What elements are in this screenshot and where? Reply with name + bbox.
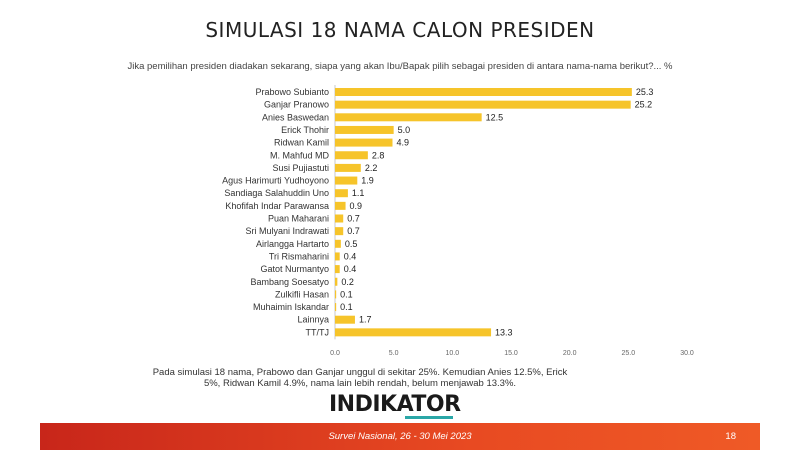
indikator-logo: INDIKATOR bbox=[329, 392, 469, 420]
category-label: Puan Maharani bbox=[268, 214, 329, 224]
data-label: 0.9 bbox=[350, 201, 363, 211]
data-label: 0.1 bbox=[340, 302, 353, 312]
category-label: Ridwan Kamil bbox=[274, 138, 329, 148]
data-label: 0.7 bbox=[347, 226, 360, 236]
bar bbox=[335, 290, 337, 299]
category-label: Erick Thohir bbox=[281, 125, 329, 135]
data-label: 1.1 bbox=[352, 188, 365, 198]
data-label: 0.7 bbox=[347, 214, 360, 224]
category-label: Airlangga Hartarto bbox=[256, 239, 329, 249]
bar bbox=[335, 265, 340, 274]
footer-survey-label: Survei Nasional, 26 - 30 Mei 2023 bbox=[328, 431, 472, 442]
data-label: 2.8 bbox=[372, 150, 385, 160]
category-label: Anies Baswedan bbox=[262, 112, 329, 122]
chart-title: SIMULASI 18 NAMA CALON PRESIDEN bbox=[205, 18, 595, 42]
footer-gradient bbox=[40, 423, 760, 450]
data-label: 2.2 bbox=[365, 163, 378, 173]
x-tick-label: 5.0 bbox=[389, 350, 399, 357]
category-label: Zulkifli Hasan bbox=[275, 289, 329, 299]
chart-note: Pada simulasi 18 nama, Prabowo dan Ganja… bbox=[152, 367, 568, 389]
data-label: 5.0 bbox=[398, 125, 411, 135]
data-label: 13.3 bbox=[495, 327, 513, 337]
bar bbox=[335, 163, 361, 172]
page-number: 18 bbox=[725, 431, 736, 442]
x-tick-label: 10.0 bbox=[446, 350, 460, 357]
category-label: Bambang Soesatyo bbox=[250, 277, 329, 287]
data-label: 4.9 bbox=[396, 138, 409, 148]
category-label: Muhaimin Iskandar bbox=[253, 302, 329, 312]
bar bbox=[335, 239, 341, 248]
bar bbox=[335, 252, 340, 261]
category-label: Susi Pujiastuti bbox=[272, 163, 329, 173]
bar bbox=[335, 214, 344, 223]
category-label: Sandiaga Salahuddin Uno bbox=[224, 188, 329, 198]
data-label: 0.5 bbox=[345, 239, 358, 249]
x-tick-label: 15.0 bbox=[504, 350, 518, 357]
category-label: Tri Rismaharini bbox=[269, 251, 329, 261]
bar bbox=[335, 277, 338, 286]
bar bbox=[335, 315, 355, 324]
data-label: 1.7 bbox=[359, 315, 372, 325]
category-label: Sri Mulyani Indrawati bbox=[245, 226, 329, 236]
data-label: 0.2 bbox=[341, 277, 354, 287]
logo-accent-bar bbox=[405, 416, 453, 419]
bar bbox=[335, 138, 393, 147]
category-label: Prabowo Subianto bbox=[255, 87, 329, 97]
bar bbox=[335, 100, 631, 109]
data-label: 25.3 bbox=[636, 87, 654, 97]
data-label: 25.2 bbox=[635, 100, 653, 110]
bar bbox=[335, 125, 394, 134]
category-label: TT/TJ bbox=[306, 327, 330, 337]
x-tick-label: 0.0 bbox=[330, 350, 340, 357]
bar bbox=[335, 88, 632, 96]
bar-chart: Prabowo Subianto 25.3 Ganjar Pranowo 25.2 An… bbox=[222, 85, 694, 357]
logo-text: INDIKATOR bbox=[329, 392, 461, 417]
footer-band: Survei Nasional, 26 - 30 Mei 2023 18 bbox=[40, 423, 760, 450]
x-tick-label: 30.0 bbox=[680, 350, 694, 357]
x-tick-label: 20.0 bbox=[563, 350, 577, 357]
data-label: 1.9 bbox=[361, 176, 374, 186]
bar bbox=[335, 189, 348, 198]
category-label: M. Mahfud MD bbox=[270, 150, 330, 160]
category-label: Khofifah Indar Parawansa bbox=[225, 201, 329, 211]
bar bbox=[335, 113, 482, 122]
bar bbox=[335, 227, 344, 236]
bar bbox=[335, 151, 368, 160]
data-label: 0.4 bbox=[344, 251, 357, 261]
bar bbox=[335, 176, 358, 185]
data-label: 0.1 bbox=[340, 289, 353, 299]
category-label: Lainnya bbox=[297, 315, 329, 325]
bar bbox=[335, 201, 346, 210]
bar bbox=[335, 303, 337, 312]
bar bbox=[335, 328, 492, 337]
category-label: Ganjar Pranowo bbox=[264, 100, 329, 110]
data-label: 12.5 bbox=[486, 112, 504, 122]
chart-subtitle: Jika pemilihan presiden diadakan sekaran… bbox=[127, 61, 673, 72]
data-label: 0.4 bbox=[344, 264, 357, 274]
category-label: Agus Harimurti Yudhoyono bbox=[222, 176, 329, 186]
category-label: Gatot Nurmantyo bbox=[260, 264, 329, 274]
x-tick-label: 25.0 bbox=[622, 350, 636, 357]
slide-background bbox=[40, 0, 760, 450]
